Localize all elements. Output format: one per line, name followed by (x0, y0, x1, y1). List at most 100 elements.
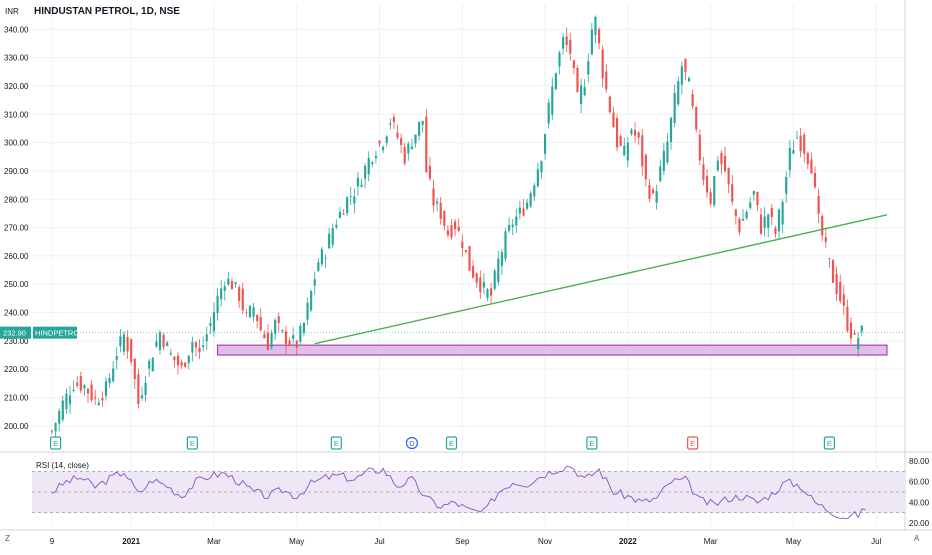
candle-body (418, 121, 421, 136)
candle-body (101, 398, 104, 401)
candle-body (853, 332, 856, 335)
candle-body (842, 294, 845, 306)
candle-body (227, 278, 230, 285)
candle-body (122, 334, 126, 352)
candle-body (558, 52, 561, 67)
candle-body (144, 382, 147, 395)
candle-body (720, 152, 723, 165)
candle-body (475, 273, 478, 283)
candle-body (238, 287, 241, 301)
candle-body (245, 312, 248, 314)
candle-body (723, 155, 727, 172)
chart-title[interactable]: HINDUSTAN PETROL, 1D, NSE (34, 6, 180, 17)
candle-body (176, 355, 180, 366)
price-tick-label: 320.00 (4, 82, 29, 91)
candle-body (263, 334, 266, 339)
candle-body (342, 213, 345, 215)
candle-body (68, 395, 72, 405)
price-tick-label: 260.00 (4, 252, 29, 261)
candle-body (410, 146, 413, 150)
candle-body (90, 384, 93, 401)
candle-body (741, 218, 745, 221)
candle-body (680, 66, 683, 85)
rsi-tick-label: 80.00 (909, 457, 930, 466)
event-marker-label: E (190, 439, 195, 448)
candle-body (583, 87, 586, 96)
candle-body (500, 252, 503, 266)
candle-body (677, 81, 680, 105)
price-tick-label: 230.00 (4, 337, 29, 346)
candle-body (518, 207, 521, 214)
candle-body (605, 71, 608, 90)
candle-body (54, 423, 57, 432)
candle-body (846, 307, 849, 331)
candle-body (813, 172, 817, 188)
candle-body (547, 102, 550, 124)
rsi-band (32, 471, 905, 513)
rsi-tick-label: 60.00 (909, 478, 930, 487)
candle-body (669, 117, 673, 143)
candle-body (58, 411, 61, 424)
candle-body (727, 167, 730, 185)
earnings-marker (445, 436, 458, 450)
candle-body (392, 117, 395, 122)
candle-body (615, 118, 619, 148)
candle-body (849, 322, 853, 339)
candle-body (490, 288, 493, 296)
candle-body (439, 202, 442, 220)
time-tick-label: May (289, 537, 304, 546)
candle-body (749, 202, 752, 208)
candle-body (612, 112, 615, 128)
candle-body (382, 146, 385, 151)
candle-body (274, 319, 277, 334)
timezone-toggle[interactable]: Z (5, 534, 10, 543)
candle-body (554, 73, 557, 90)
candle-body (198, 347, 201, 353)
candle-body (781, 201, 784, 225)
time-tick-label: Mar (704, 537, 718, 546)
candle-body (536, 169, 539, 187)
candle-body (633, 129, 637, 136)
candle-body (259, 317, 262, 331)
candle-body (835, 273, 838, 295)
candle-body (421, 120, 424, 125)
candle-body (504, 231, 507, 259)
candle-body (346, 197, 349, 214)
candle-body (716, 160, 719, 171)
auto-scale-toggle[interactable]: A (914, 534, 920, 543)
candle-body (486, 289, 489, 299)
candle-body (436, 201, 439, 204)
candle-body (565, 36, 568, 46)
candle-body (338, 211, 342, 218)
candle-body (378, 140, 381, 144)
candle-body (659, 166, 662, 182)
candle-body (137, 374, 140, 404)
candle-body (752, 191, 755, 195)
candle-body (662, 150, 665, 171)
candle-body (310, 290, 313, 311)
candle-body (194, 342, 198, 348)
rsi-tick-label: 20.00 (909, 519, 930, 528)
candle-body (432, 188, 435, 206)
price-tick-label: 310.00 (4, 110, 29, 119)
candle-body (331, 228, 334, 245)
candle-body (619, 136, 622, 146)
candle-body (648, 184, 651, 199)
time-tick-label: Sep (455, 537, 470, 546)
candle-body (403, 146, 406, 164)
candle-body (756, 191, 759, 205)
price-tick-label: 200.00 (4, 422, 29, 431)
candle-body (61, 400, 64, 420)
candle-body (497, 258, 500, 283)
candle-body (508, 224, 511, 231)
candle-body (317, 262, 320, 271)
symbol-badge (33, 326, 77, 339)
rsi-indicator-label[interactable]: RSI (14, close) (36, 461, 89, 470)
candle-body (162, 334, 165, 348)
rsi-line (51, 465, 866, 520)
candle-body (76, 382, 79, 386)
candle-body (112, 368, 115, 382)
candle-body (857, 338, 860, 350)
candle-body (831, 260, 835, 283)
candle-body (464, 250, 467, 252)
